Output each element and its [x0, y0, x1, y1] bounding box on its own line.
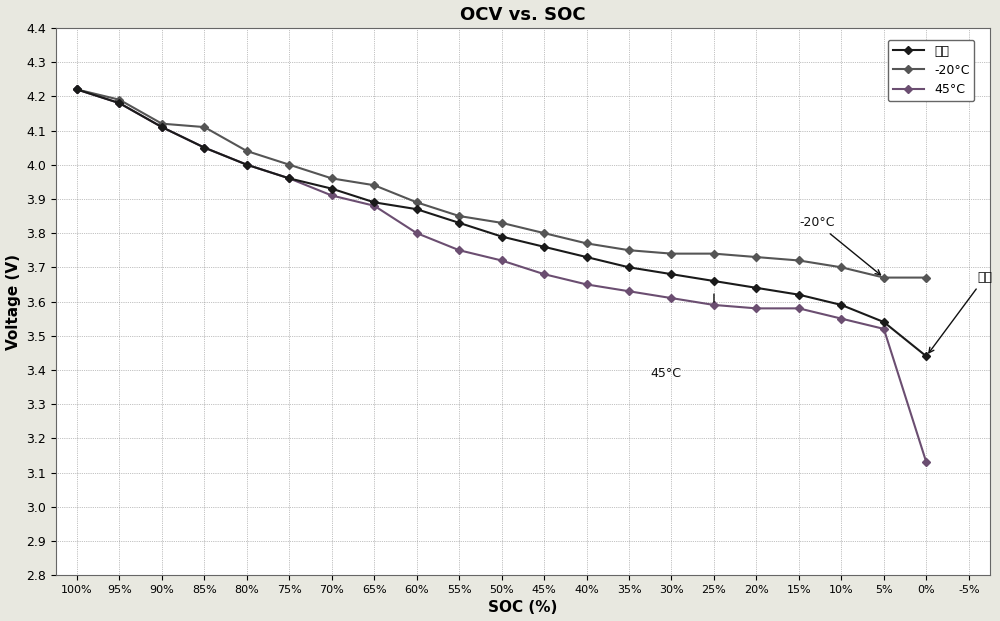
常温	[411, 206, 423, 213]
常温	[665, 270, 677, 278]
45°C	[835, 315, 847, 322]
45°C	[283, 175, 295, 182]
-20°C	[326, 175, 338, 182]
-20°C	[623, 247, 635, 254]
常温	[581, 253, 593, 261]
-20°C	[368, 181, 380, 189]
45°C	[198, 144, 210, 152]
-20°C	[750, 253, 762, 261]
常温	[453, 219, 465, 227]
Line: -20°C: -20°C	[74, 87, 929, 280]
Text: 常温: 常温	[929, 271, 992, 353]
45°C	[156, 124, 168, 131]
45°C	[538, 270, 550, 278]
Text: -20°C: -20°C	[799, 216, 880, 275]
45°C	[71, 86, 83, 93]
-20°C	[113, 96, 125, 104]
常温	[793, 291, 805, 299]
45°C	[708, 301, 720, 309]
-20°C	[835, 263, 847, 271]
-20°C	[708, 250, 720, 257]
常温	[156, 124, 168, 131]
45°C	[750, 305, 762, 312]
常温	[538, 243, 550, 250]
-20°C	[878, 274, 890, 281]
-20°C	[793, 256, 805, 264]
Title: OCV vs. SOC: OCV vs. SOC	[460, 6, 586, 24]
-20°C	[538, 229, 550, 237]
常温	[835, 301, 847, 309]
常温	[623, 263, 635, 271]
-20°C	[920, 274, 932, 281]
-20°C	[581, 240, 593, 247]
-20°C	[198, 124, 210, 131]
45°C	[453, 247, 465, 254]
45°C	[920, 458, 932, 466]
-20°C	[411, 199, 423, 206]
45°C	[581, 281, 593, 288]
45°C	[623, 288, 635, 295]
常温	[750, 284, 762, 292]
Line: 常温: 常温	[74, 87, 929, 359]
Line: 45°C: 45°C	[74, 87, 929, 465]
45°C	[411, 229, 423, 237]
-20°C	[665, 250, 677, 257]
-20°C	[71, 86, 83, 93]
常温	[878, 319, 890, 326]
常温	[326, 185, 338, 193]
45°C	[878, 325, 890, 333]
常温	[198, 144, 210, 152]
45°C	[665, 294, 677, 302]
-20°C	[496, 219, 508, 227]
-20°C	[241, 147, 253, 155]
45°C	[326, 192, 338, 199]
Y-axis label: Voltage (V): Voltage (V)	[6, 253, 21, 350]
45°C	[241, 161, 253, 168]
常温	[113, 99, 125, 107]
常温	[708, 278, 720, 285]
常温	[496, 233, 508, 240]
45°C	[368, 202, 380, 209]
常温	[283, 175, 295, 182]
-20°C	[453, 212, 465, 220]
Legend: 常温, -20°C, 45°C: 常温, -20°C, 45°C	[888, 40, 974, 101]
45°C	[793, 305, 805, 312]
-20°C	[156, 120, 168, 127]
45°C	[113, 99, 125, 107]
常温	[241, 161, 253, 168]
X-axis label: SOC (%): SOC (%)	[488, 601, 558, 615]
常温	[71, 86, 83, 93]
45°C	[496, 256, 508, 264]
常温	[920, 353, 932, 360]
常温	[368, 199, 380, 206]
Text: 45°C: 45°C	[650, 367, 681, 380]
-20°C	[283, 161, 295, 168]
